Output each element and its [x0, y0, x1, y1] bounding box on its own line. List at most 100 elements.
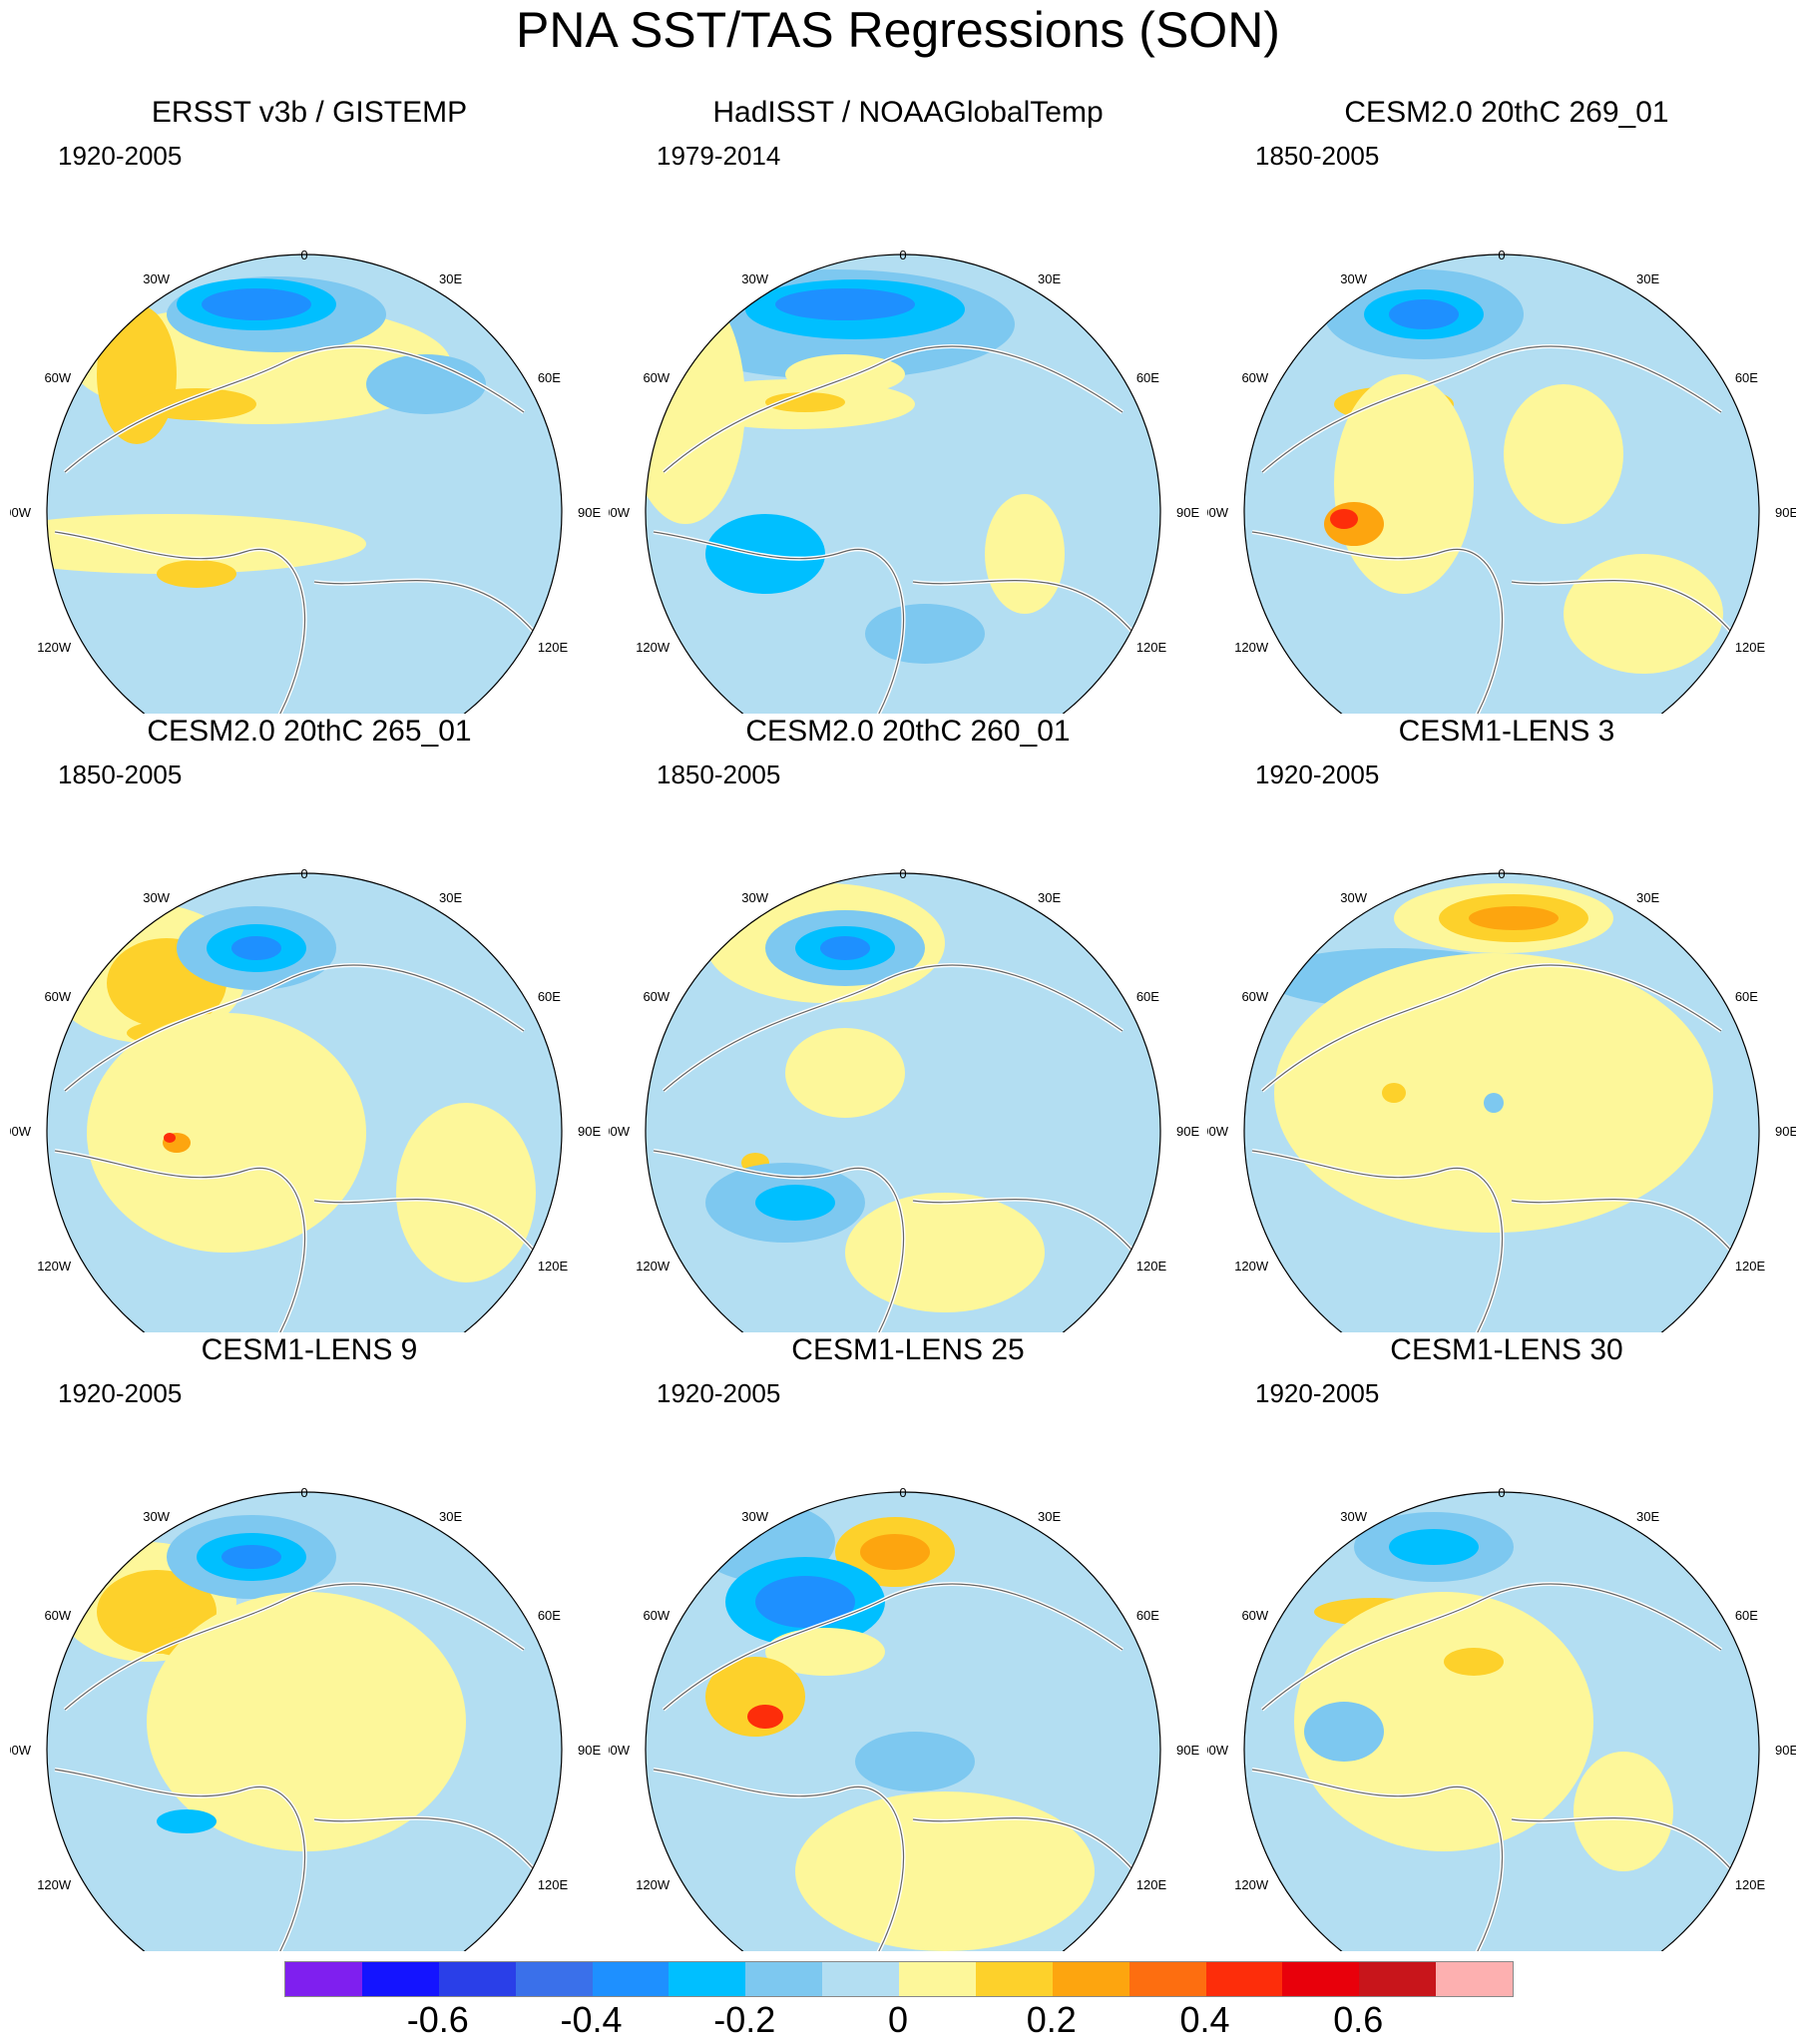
longitude-label: 90E	[1775, 1743, 1796, 1758]
panel-period: 1979-2014	[657, 141, 781, 171]
longitude-label: 60W	[44, 370, 71, 385]
contour-region	[47, 514, 366, 574]
longitude-label: 120W	[636, 640, 671, 655]
longitude-label: 30E	[1038, 271, 1061, 286]
colorbar-segment	[1359, 1962, 1437, 1996]
longitude-label: 60W	[1241, 1608, 1268, 1623]
longitude-label: 60E	[1735, 989, 1758, 1004]
longitude-label: 90E	[578, 1124, 601, 1139]
panel-title: CESM1-LENS 30	[1390, 1333, 1623, 1366]
polar-map: 180150E120E90E60E30E030W60W90W120W150W	[10, 248, 601, 714]
longitude-label: 30W	[741, 1509, 768, 1524]
longitude-label: 60W	[643, 370, 670, 385]
contour-region	[765, 392, 845, 412]
contour-region	[795, 1791, 1095, 1951]
map-boundary	[46, 1491, 563, 1951]
contour-region	[785, 1028, 905, 1118]
longitude-label: 30E	[1636, 271, 1659, 286]
contour-region	[137, 388, 256, 420]
colorbar-segment	[1282, 1962, 1360, 1996]
colorbar-tick-label: -0.2	[713, 1999, 776, 2040]
contour-region	[845, 1193, 1045, 1312]
longitude-label: 90E	[1775, 505, 1796, 520]
longitude-label: 0	[1498, 248, 1505, 262]
contour-region	[1484, 1093, 1504, 1113]
contour-region	[860, 1534, 930, 1570]
colorbar-segment	[361, 1962, 439, 1996]
longitude-label: 120E	[1735, 1259, 1766, 1274]
longitude-label: 30E	[1636, 890, 1659, 905]
longitude-label: 0	[1498, 866, 1505, 881]
longitude-label: 120E	[538, 640, 569, 655]
panel-title: CESM2.0 20thC 269_01	[1344, 96, 1669, 129]
longitude-label: 30E	[1636, 1509, 1659, 1524]
longitude-label: 60E	[1136, 1608, 1159, 1623]
panel-period: 1920-2005	[657, 1378, 781, 1408]
longitude-label: 90W	[609, 1124, 631, 1139]
longitude-label: 60E	[1136, 370, 1159, 385]
longitude-label: 30W	[1340, 271, 1367, 286]
longitude-label: 120E	[538, 1259, 569, 1274]
contour-region	[164, 1133, 176, 1143]
panel-period: 1850-2005	[58, 760, 183, 789]
polar-map: 180150E120E90E60E30E030W60W90W120W150W	[1207, 866, 1796, 1332]
panel-period: 1920-2005	[58, 1378, 183, 1408]
colorbar-segment	[669, 1962, 746, 1996]
longitude-label: 60W	[643, 1608, 670, 1623]
longitude-label: 90W	[609, 505, 631, 520]
panel-period: 1850-2005	[1255, 141, 1380, 171]
contour-region	[820, 936, 870, 960]
longitude-label: 30E	[1038, 1509, 1061, 1524]
colorbar-segment	[1436, 1962, 1513, 1996]
longitude-label: 30W	[143, 1509, 170, 1524]
longitude-label: 30E	[439, 1509, 462, 1524]
longitude-label: 90W	[1207, 1743, 1229, 1758]
colorbar-tick-label: 0.4	[1179, 1999, 1230, 2040]
map-boundary	[1243, 1491, 1760, 1951]
contour-region	[222, 1545, 281, 1569]
polar-map: 180150E120E90E60E30E030W60W90W120W150W	[609, 866, 1199, 1332]
map-panel: 180150E120E90E60E30E030W60W90W120W150WHa…	[609, 95, 1207, 714]
contour-region	[765, 1628, 885, 1676]
colorbar-segment	[1205, 1962, 1283, 1996]
longitude-label: 30W	[1340, 890, 1367, 905]
longitude-label: 90W	[10, 505, 32, 520]
colorbar-segment	[822, 1962, 899, 1996]
contour-region	[747, 1705, 783, 1729]
longitude-label: 30W	[741, 271, 768, 286]
longitude-label: 0	[899, 248, 906, 262]
longitude-label: 0	[1498, 1485, 1505, 1500]
contour-region	[157, 1809, 217, 1833]
longitude-label: 60W	[643, 989, 670, 1004]
contour-region	[202, 288, 311, 320]
panel-period: 1920-2005	[58, 141, 183, 171]
contour-region	[1504, 384, 1623, 524]
map-boundary	[645, 1491, 1161, 1951]
contour-region	[1304, 1702, 1384, 1762]
contour-region	[231, 936, 281, 960]
longitude-label: 90E	[1176, 505, 1199, 520]
map-panel: 180150E120E90E60E30E030W60W90W120W150WER…	[10, 95, 609, 714]
map-panel: 180150E120E90E60E30E030W60W90W120W150WCE…	[609, 1332, 1207, 1951]
map-panel: 180150E120E90E60E30E030W60W90W120W150WCE…	[10, 714, 609, 1332]
longitude-label: 90E	[578, 505, 601, 520]
longitude-label: 30W	[1340, 1509, 1367, 1524]
contour-region	[1294, 1592, 1593, 1851]
longitude-label: 120E	[538, 1877, 569, 1892]
colorbar-labels: -0.6 -0.4 -0.2 0 0.2 0.4 0.6	[284, 1998, 1512, 2044]
contour-region	[755, 1185, 835, 1221]
colorbar-segment	[745, 1962, 823, 1996]
colorbar-segment	[515, 1962, 593, 1996]
contour-region	[1334, 374, 1474, 594]
contour-region	[755, 1576, 855, 1628]
contour-region	[366, 354, 486, 414]
panel-title: CESM1-LENS 25	[791, 1333, 1025, 1366]
longitude-label: 120W	[636, 1259, 671, 1274]
longitude-label: 0	[899, 866, 906, 881]
panel-period: 1920-2005	[1255, 1378, 1380, 1408]
panel-period: 1850-2005	[657, 760, 781, 789]
colorbar-segment	[592, 1962, 670, 1996]
longitude-label: 0	[300, 1485, 307, 1500]
longitude-label: 120W	[1234, 640, 1269, 655]
longitude-label: 90W	[1207, 1124, 1229, 1139]
